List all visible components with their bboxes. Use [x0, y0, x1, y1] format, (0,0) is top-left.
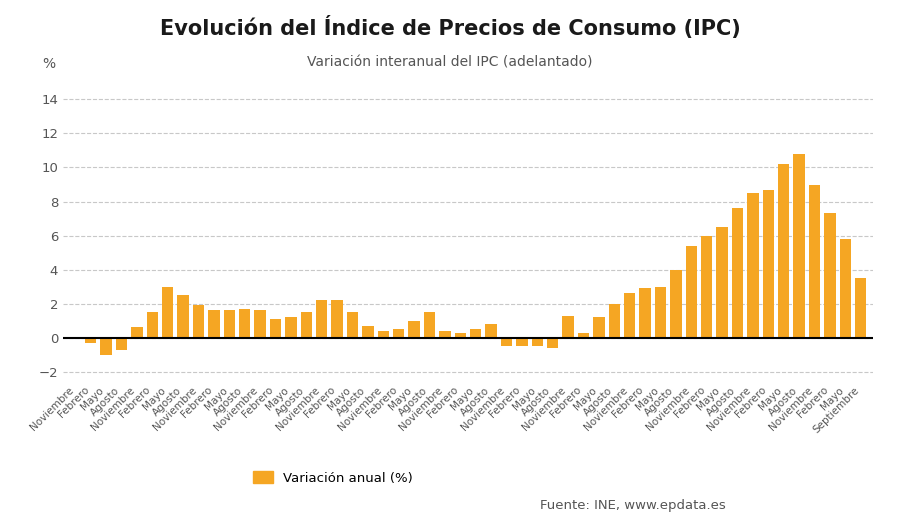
Bar	[762, 190, 774, 337]
Bar	[85, 337, 96, 343]
Bar	[578, 333, 590, 337]
Bar	[301, 312, 312, 337]
Bar	[69, 337, 81, 340]
Bar	[223, 310, 235, 337]
Bar	[393, 329, 404, 337]
Text: Evolución del Índice de Precios de Consumo (IPC): Evolución del Índice de Precios de Consu…	[159, 16, 741, 39]
Bar	[639, 288, 651, 337]
Bar	[593, 317, 605, 337]
Text: %: %	[41, 57, 55, 71]
Bar	[809, 184, 820, 337]
Bar	[439, 331, 451, 337]
Bar	[840, 239, 851, 337]
Bar	[500, 337, 512, 346]
Bar	[778, 164, 789, 337]
Bar	[193, 305, 204, 337]
Bar	[100, 337, 112, 355]
Bar	[362, 326, 374, 337]
Bar	[532, 337, 543, 346]
Bar	[485, 324, 497, 337]
Bar	[624, 294, 635, 337]
Bar	[238, 309, 250, 337]
Bar	[824, 213, 836, 337]
Bar	[409, 320, 420, 337]
Bar	[346, 312, 358, 337]
Bar	[747, 193, 759, 337]
Bar	[454, 333, 466, 337]
Bar	[547, 337, 559, 348]
Bar	[162, 287, 174, 337]
Bar	[147, 312, 158, 337]
Bar	[270, 319, 282, 337]
Bar	[670, 270, 681, 337]
Bar	[793, 154, 805, 337]
Bar	[732, 209, 743, 337]
Text: Fuente: INE, www.epdata.es: Fuente: INE, www.epdata.es	[540, 499, 725, 512]
Bar	[855, 278, 867, 337]
Bar	[424, 312, 436, 337]
Bar	[316, 300, 328, 337]
Bar	[716, 227, 728, 337]
Bar	[208, 310, 220, 337]
Bar	[285, 317, 297, 337]
Bar	[608, 304, 620, 337]
Bar	[255, 310, 266, 337]
Bar	[516, 337, 527, 346]
Bar	[331, 300, 343, 337]
Bar	[377, 331, 389, 337]
Bar	[686, 246, 698, 337]
Bar	[131, 327, 143, 337]
Bar	[562, 316, 574, 337]
Bar	[654, 287, 666, 337]
Bar	[116, 337, 127, 350]
Bar	[177, 295, 189, 337]
Legend: Variación anual (%): Variación anual (%)	[248, 466, 418, 490]
Bar	[470, 329, 482, 337]
Text: Variación interanual del IPC (adelantado): Variación interanual del IPC (adelantado…	[307, 55, 593, 70]
Bar	[701, 235, 713, 337]
